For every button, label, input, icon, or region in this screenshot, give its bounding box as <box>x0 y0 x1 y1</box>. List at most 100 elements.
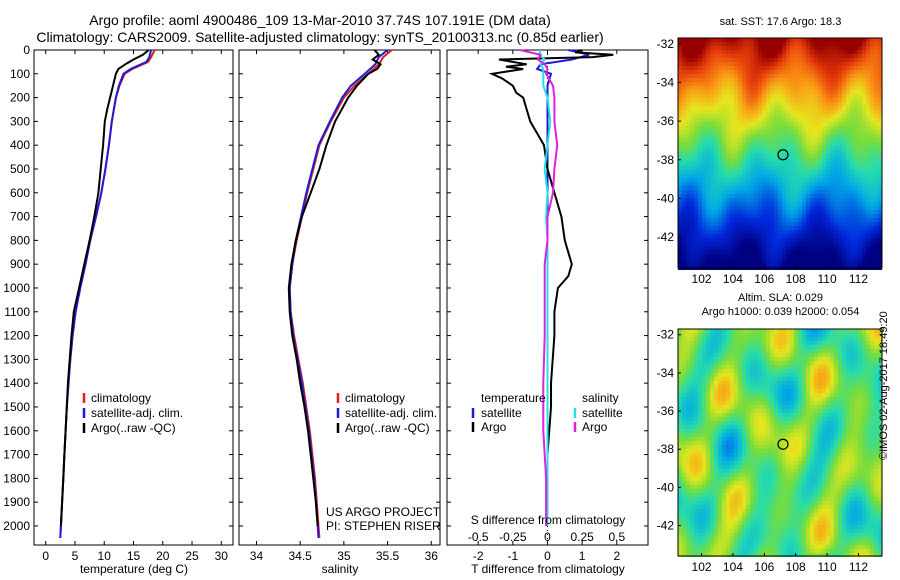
sst-map-cell <box>874 98 878 102</box>
sst-map-cell <box>798 206 802 210</box>
sla-map-cell <box>678 361 682 365</box>
sst-map-cell <box>854 46 858 50</box>
sla-map-cell <box>702 413 706 417</box>
sst-map-cell <box>862 62 866 66</box>
sst-map-cell <box>694 126 698 130</box>
sst-map-cell <box>718 262 722 266</box>
sla-map-cell <box>806 345 810 349</box>
sla-map-cell <box>814 345 818 349</box>
sst-map-cell <box>810 262 814 266</box>
sst-map-cell <box>830 42 834 46</box>
sla-map-cell <box>754 425 758 429</box>
sst-map-cell <box>794 126 798 130</box>
sst-map-cell <box>738 138 742 142</box>
sst-map-cell <box>738 206 742 210</box>
sla-map-cell <box>822 361 826 365</box>
sla-map-cell <box>774 349 778 353</box>
sla-map-cell <box>818 345 822 349</box>
sst-map-cell <box>738 222 742 226</box>
sla-map-cell <box>786 417 790 421</box>
sst-map-cell <box>722 134 726 138</box>
sst-map-cell <box>682 186 686 190</box>
sla-map-cell <box>754 361 758 365</box>
sla-map-cell <box>802 389 806 393</box>
sst-map-cell <box>878 42 882 46</box>
sst-map-cell <box>794 146 798 150</box>
sst-map-cell <box>786 226 790 230</box>
sla-map-cell <box>746 405 750 409</box>
sst-map-cell <box>878 126 882 130</box>
sst-map-cell <box>730 38 734 42</box>
sst-map-cell <box>702 234 706 238</box>
sst-map-cell <box>698 146 702 150</box>
sst-map-cell <box>866 50 870 54</box>
sla-map-cell <box>826 417 830 421</box>
sst-map-cell <box>762 54 766 58</box>
sla-map-cell <box>866 369 870 373</box>
sst-map-cell <box>818 194 822 198</box>
depth-tick-label: 300 <box>10 114 30 128</box>
sla-map-cell <box>794 365 798 369</box>
sst-map-cell <box>870 194 874 198</box>
sst-map-cell <box>702 90 706 94</box>
sst-map-cell <box>746 246 750 250</box>
sst-map-cell <box>814 210 818 214</box>
sla-map-cell <box>686 345 690 349</box>
sla-map-cell <box>858 365 862 369</box>
sla-map-cell <box>682 377 686 381</box>
sst-map-cell <box>786 74 790 78</box>
sst-map-cell <box>786 242 790 246</box>
sla-map-cell <box>854 405 858 409</box>
sla-map-cell <box>702 381 706 385</box>
sla-map-cell <box>802 409 806 413</box>
sst-map-cell <box>714 258 718 262</box>
sst-map-cell <box>742 102 746 106</box>
sst-map-cell <box>826 194 830 198</box>
sla-map-cell <box>798 365 802 369</box>
sst-map-cell <box>682 98 686 102</box>
sst-map-cell <box>758 178 762 182</box>
sst-map-cell <box>798 246 802 250</box>
sst-map-cell <box>714 194 718 198</box>
sla-map-cell <box>846 449 850 453</box>
sla-map-cell <box>874 413 878 417</box>
sst-map-cell <box>826 154 830 158</box>
sst-map-cell <box>678 146 682 150</box>
sst-map-cell <box>830 262 834 266</box>
sst-map-cell <box>770 58 774 62</box>
sst-map-cell <box>794 62 798 66</box>
sst-map-cell <box>794 130 798 134</box>
sst-map-cell <box>678 94 682 98</box>
sst-map-cell <box>686 230 690 234</box>
sst-map-cell <box>714 94 718 98</box>
sla-map-cell <box>714 393 718 397</box>
sst-map-cell <box>874 226 878 230</box>
sla-map-cell <box>682 425 686 429</box>
sla-map-cell <box>838 389 842 393</box>
sla-map-cell <box>686 401 690 405</box>
sla-map-cell <box>690 389 694 393</box>
sst-map-cell <box>810 54 814 58</box>
sla-map-cell <box>730 333 734 337</box>
sla-map-cell <box>746 417 750 421</box>
sst-map-cell <box>878 222 882 226</box>
sst-map-cell <box>870 66 874 70</box>
sla-map-cell <box>686 357 690 361</box>
sst-map-cell <box>718 214 722 218</box>
sla-map-cell <box>698 465 702 469</box>
sla-map-cell <box>822 397 826 401</box>
sla-map-cell <box>754 381 758 385</box>
sst-map-cell <box>878 234 882 238</box>
sst-map-cell <box>682 254 686 258</box>
sla-map-cell <box>806 429 810 433</box>
sst-map-cell <box>690 246 694 250</box>
sla-map-cell <box>802 401 806 405</box>
sla-map-cell <box>818 457 822 461</box>
sla-map-cell <box>750 385 754 389</box>
sst-map-cell <box>706 90 710 94</box>
sla-map-cell <box>858 397 862 401</box>
sst-map-cell <box>818 58 822 62</box>
depth-tick-label: 1400 <box>3 376 30 390</box>
sst-map-cell <box>878 94 882 98</box>
sst-map-cell <box>770 194 774 198</box>
